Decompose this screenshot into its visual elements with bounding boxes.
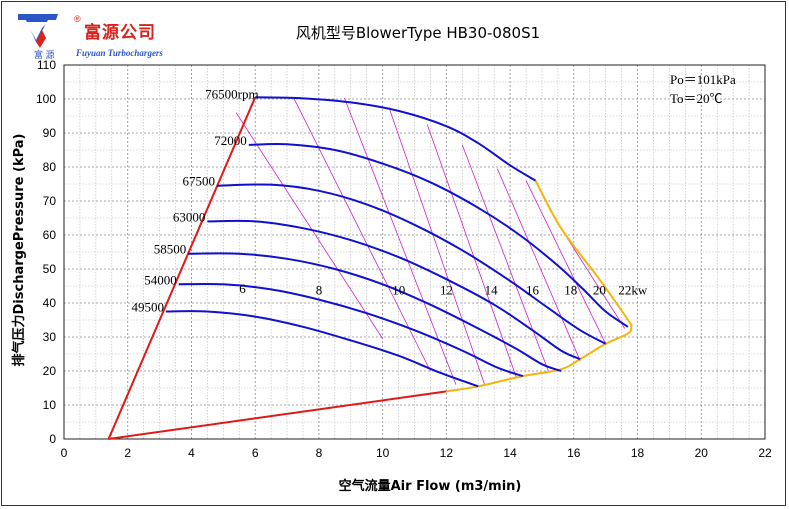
power-label: 16 xyxy=(526,283,540,298)
power-line xyxy=(525,180,607,344)
speed-curve xyxy=(216,183,607,345)
x-tick-label: 4 xyxy=(188,446,195,460)
power-line xyxy=(293,97,431,372)
chart-labels: 76500rpm 72000 67500 63000 58500 54000 49500 6 8… xyxy=(131,86,647,314)
x-tick-label: 0 xyxy=(61,446,68,460)
x-tick-label: 2 xyxy=(124,446,131,460)
speed-curve xyxy=(255,96,537,182)
brand-english-name: Fuyuan Turbochargers xyxy=(76,48,163,58)
y-tick-label: 70 xyxy=(43,194,57,208)
power-label: 10 xyxy=(392,283,405,298)
power-line xyxy=(567,238,626,329)
operating-boundaries xyxy=(107,96,633,440)
power-line xyxy=(496,168,581,361)
x-tick-label: 18 xyxy=(631,446,645,460)
speed-label: 54000 xyxy=(144,272,177,287)
y-tick-label: 100 xyxy=(36,92,56,106)
y-tick-label: 20 xyxy=(43,364,57,378)
x-tick-label: 10 xyxy=(376,446,390,460)
y-tick-label: 110 xyxy=(37,58,56,72)
fuyuan-logo-icon xyxy=(18,14,58,48)
y-tick-label: 80 xyxy=(43,160,57,174)
y-tick-label: 30 xyxy=(43,330,57,344)
company-logo: ® 富源公司 富 源 Fuyuan Turbochargers xyxy=(14,8,174,60)
y-tick-label: 40 xyxy=(43,296,57,310)
y-tick-label: 60 xyxy=(43,228,57,242)
power-label: 12 xyxy=(440,283,453,298)
y-tick-label: 10 xyxy=(43,398,57,412)
chart-title: 风机型号BlowerType HB30-080S1 xyxy=(296,24,540,42)
speed-label: 49500 xyxy=(131,300,164,315)
y-tick-label: 0 xyxy=(49,432,56,446)
x-axis-title: 空气流量Air Flow (m3/min) xyxy=(339,478,522,494)
y-tick-label: 50 xyxy=(43,262,57,276)
power-lines xyxy=(235,97,626,385)
y-tick-label: 90 xyxy=(43,126,57,140)
speed-label: 67500 xyxy=(182,174,215,189)
min-flow-line xyxy=(108,390,447,440)
brand-sub-name: 富 源 xyxy=(34,50,55,60)
power-line xyxy=(461,144,549,372)
speed-label: 58500 xyxy=(154,242,187,257)
condition-temperature: To＝20℃ xyxy=(670,91,723,106)
speed-curve xyxy=(165,310,479,388)
speed-label: 72000 xyxy=(214,133,247,148)
power-label: 14 xyxy=(485,283,499,298)
speed-curves xyxy=(165,96,629,388)
x-tick-label: 14 xyxy=(503,446,517,460)
x-tick-label: 6 xyxy=(252,446,259,460)
speed-label: 76500rpm xyxy=(205,86,258,101)
chart-grid xyxy=(63,64,766,440)
power-line xyxy=(235,112,383,339)
power-label: 8 xyxy=(316,283,323,298)
brand-registered-mark: ® xyxy=(74,14,81,24)
max-flow-line xyxy=(446,180,633,393)
x-tick-label: 8 xyxy=(316,446,323,460)
power-line xyxy=(426,124,517,378)
plot-area-border xyxy=(63,64,766,440)
speed-curve xyxy=(188,252,562,372)
speed-curve xyxy=(248,142,629,328)
brand-chinese-name: 富源公司 xyxy=(84,23,156,43)
speed-curve xyxy=(207,219,581,361)
x-tick-label: 22 xyxy=(758,446,772,460)
power-label: 6 xyxy=(239,281,246,296)
x-tick-label: 12 xyxy=(440,446,454,460)
power-line xyxy=(344,97,457,385)
power-label: 18 xyxy=(564,283,577,298)
power-label: 22kw xyxy=(618,283,648,298)
condition-pressure: Po＝101kPa xyxy=(670,72,736,87)
speed-label: 63000 xyxy=(173,209,206,224)
speed-curve xyxy=(178,282,524,378)
x-tick-label: 16 xyxy=(567,446,581,460)
power-line xyxy=(388,107,485,385)
power-label: 20 xyxy=(593,283,606,298)
chart-axes: 0 2 4 6 8 10 12 14 16 18 20 22 0 10 20 30 40 50 60 70 80 90 10… xyxy=(36,58,772,460)
x-tick-label: 20 xyxy=(695,446,709,460)
surge-line xyxy=(107,96,257,440)
y-axis-title: 排气压力DischargePressure (kPa) xyxy=(11,134,27,367)
